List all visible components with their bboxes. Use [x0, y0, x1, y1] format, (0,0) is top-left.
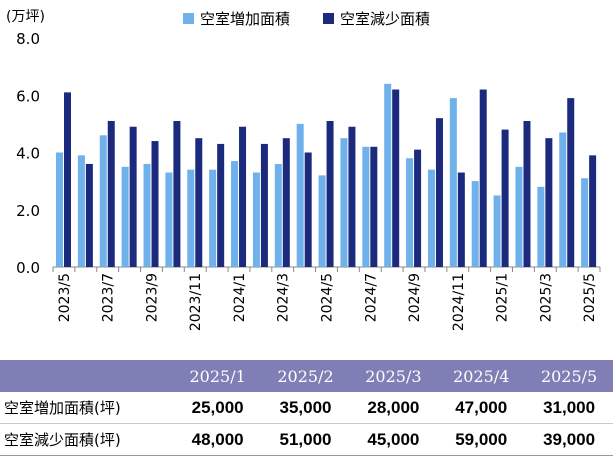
legend-item-increase: 空室増加面積	[183, 8, 290, 29]
bar-increase	[384, 83, 392, 267]
bar-decrease	[129, 126, 137, 267]
table-header-cell: 2025/1	[189, 366, 246, 386]
table-header-cell: 2025/4	[453, 366, 510, 386]
bar-decrease	[195, 138, 203, 267]
bar-increase	[252, 172, 260, 267]
bar-decrease	[523, 121, 531, 267]
bar-increase	[296, 123, 304, 267]
table-row-increase: 空室増加面積(坪) 25,000 35,000 28,000 47,000 31…	[0, 392, 613, 424]
bar-decrease	[435, 118, 443, 268]
table-cell: 35,000	[279, 397, 332, 417]
x-tick-label: 2025/5	[582, 273, 598, 322]
x-tick-label: 2024/7	[363, 273, 379, 322]
bar-decrease	[173, 121, 181, 267]
x-tick-label: 2024/5	[320, 273, 336, 322]
data-table: 2025/1 2025/2 2025/3 2025/4 2025/5 空室増加面…	[0, 360, 613, 456]
bar-chart: 0.0 2.0 4.0 6.0 8.0 2023/5 2023/7 2023/9 2023/11…	[6, 8, 601, 331]
x-tick-label: 2024/11	[451, 273, 467, 331]
bar-increase	[187, 169, 195, 267]
bar-decrease	[304, 152, 312, 267]
bar-decrease	[479, 89, 487, 268]
bar-decrease	[589, 155, 597, 267]
table-cell: 59,000	[455, 429, 508, 449]
y-tick-label: 6.0	[16, 87, 40, 105]
bar-decrease	[151, 141, 159, 267]
bar-decrease	[370, 146, 378, 267]
table-cell: 51,000	[279, 429, 332, 449]
bar-decrease	[392, 89, 400, 268]
bar-decrease	[457, 172, 465, 267]
bar-increase	[493, 195, 501, 267]
table-header-cell: 2025/2	[277, 366, 334, 386]
bar-increase	[559, 132, 567, 267]
bar-decrease	[501, 129, 509, 267]
table-cell: 47,000	[455, 397, 508, 417]
bar-increase	[406, 158, 414, 267]
bar-decrease	[282, 138, 290, 267]
legend-swatch-increase	[183, 13, 194, 24]
bar-decrease	[85, 163, 93, 267]
bar-decrease	[545, 138, 553, 267]
table-header-cell: 2025/5	[540, 366, 598, 386]
bar-increase	[274, 163, 282, 267]
bar-increase	[143, 163, 151, 267]
bar-decrease	[348, 126, 356, 267]
x-tick-label: 2025/1	[495, 273, 511, 322]
table-row-label: 空室増加面積(坪)	[4, 399, 121, 417]
table-cell: 28,000	[367, 397, 420, 417]
bar-increase	[209, 169, 217, 267]
bar-decrease	[326, 121, 334, 267]
bar-decrease	[64, 92, 71, 267]
bar-decrease	[567, 98, 575, 267]
table-header-cell: 2025/3	[365, 366, 422, 386]
x-tick-label: 2024/1	[232, 273, 248, 322]
table-cell: 25,000	[191, 397, 244, 417]
bar-increase	[165, 172, 173, 267]
bar-increase	[318, 175, 326, 267]
x-tick-label: 2024/9	[407, 273, 423, 322]
x-tick-label: 2023/5	[57, 273, 73, 322]
bar-increase	[77, 155, 85, 267]
y-tick-label: 4.0	[16, 145, 40, 163]
x-tick-label: 2025/3	[538, 273, 554, 322]
bar-increase	[427, 169, 435, 267]
bar-decrease	[217, 143, 225, 267]
bar-increase	[99, 135, 107, 267]
bar-increase	[471, 181, 479, 267]
bar-increase	[362, 146, 370, 267]
legend-item-decrease: 空室減少面積	[323, 8, 430, 29]
bar-increase	[340, 138, 348, 267]
bar-increase	[449, 98, 457, 267]
bar-increase	[231, 161, 239, 267]
x-tick-label: 2023/11	[188, 273, 204, 331]
y-tick-label: 8.0	[16, 30, 40, 48]
table-cell: 45,000	[367, 429, 420, 449]
legend-label-increase: 空室増加面積	[200, 10, 291, 28]
table-cell: 48,000	[191, 429, 244, 449]
legend-label-decrease: 空室減少面積	[340, 10, 431, 28]
table-cell: 31,000	[543, 397, 596, 417]
bar-increase	[581, 178, 589, 267]
bar-decrease	[260, 143, 268, 267]
table-cell: 39,000	[543, 429, 596, 449]
bar-decrease	[414, 149, 422, 267]
bar-increase	[121, 166, 129, 267]
bar-decrease	[107, 121, 115, 267]
y-tick-label: 0.0	[16, 259, 40, 277]
bar-increase	[537, 186, 545, 267]
x-tick-label: 2023/7	[101, 273, 117, 322]
chart-svg: 0.0 2.0 4.0 6.0 8.0 2023/5 2023/7 2023/9 2023/11…	[16, 30, 601, 331]
x-tick-label: 2024/3	[276, 273, 292, 322]
table-header-row: 2025/1 2025/2 2025/3 2025/4 2025/5	[0, 360, 613, 392]
table-row-label: 空室減少面積(坪)	[4, 431, 121, 449]
bar-increase	[56, 152, 63, 267]
y-axis-unit-label: (万坪)	[6, 9, 45, 25]
bar-increase	[515, 166, 523, 267]
x-tick-label: 2023/9	[144, 273, 160, 322]
legend-swatch-decrease	[323, 13, 334, 24]
bar-decrease	[239, 126, 247, 267]
table-row-decrease: 空室減少面積(坪) 48,000 51,000 45,000 59,000 39…	[0, 424, 613, 456]
y-tick-label: 2.0	[16, 202, 40, 220]
